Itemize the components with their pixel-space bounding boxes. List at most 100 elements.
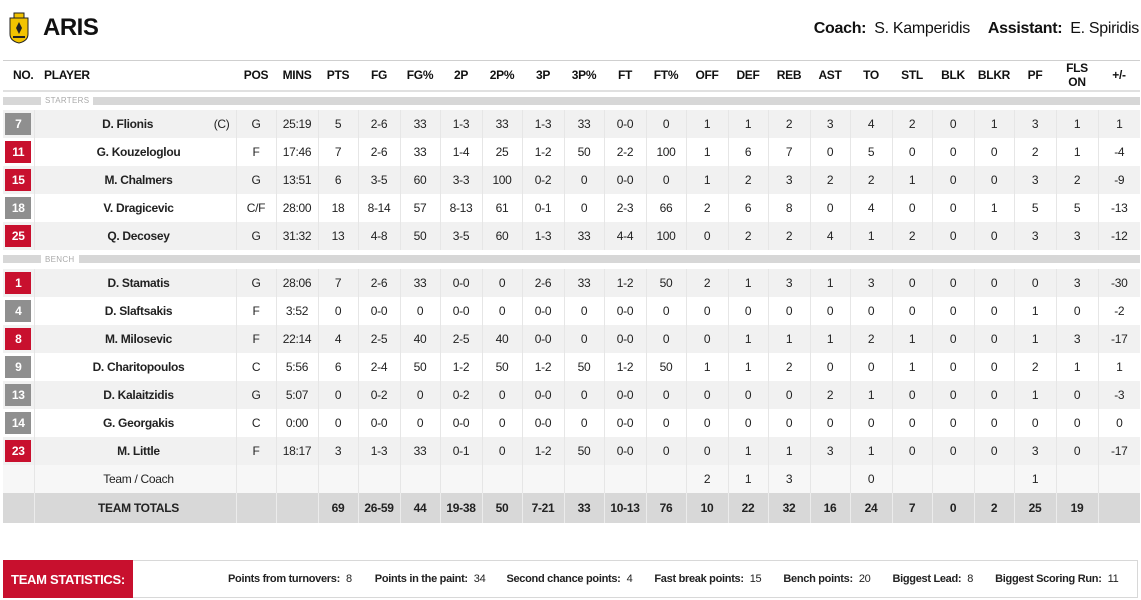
column-header[interactable]: FG% — [400, 60, 440, 92]
player-name[interactable]: Q. Decosey — [107, 228, 170, 243]
stat-cell — [400, 464, 441, 493]
column-header[interactable]: DEF — [728, 60, 768, 92]
total-cell: 19 — [1056, 492, 1099, 523]
player-name-cell[interactable]: D. Stamatis — [34, 268, 237, 297]
column-header[interactable]: AST — [810, 60, 850, 92]
stat-cell: 1-4 — [440, 137, 483, 166]
player-row[interactable]: 4 D. Slaftsakis F 3:52 0 0-0 0 0-0 0 0-0 0 0-0 0 0 0 0 0… — [3, 296, 1140, 325]
stat-cell: 0 — [482, 296, 523, 325]
player-name-cell[interactable]: G. Georgakis — [34, 408, 237, 437]
column-header[interactable]: TO — [850, 60, 892, 92]
coach-label: Coach: — [813, 20, 867, 37]
total-cell: 24 — [850, 492, 893, 523]
player-number: 15 — [5, 168, 32, 191]
player-row[interactable]: 25 Q. Decosey G 31:32 13 4-8 50 3-5 60 1-3 33 4-4 10… — [3, 221, 1140, 250]
player-name[interactable]: G. Georgakis — [102, 415, 175, 430]
player-name[interactable]: M. Milosevic — [104, 331, 173, 346]
column-header[interactable]: FLS ON — [1056, 60, 1098, 92]
player-name-cell[interactable]: M. Milosevic — [34, 324, 237, 353]
stat-cell: 1 — [728, 109, 769, 138]
stat-cell: 0 — [646, 324, 687, 353]
column-header[interactable]: OFF — [686, 60, 728, 92]
column-header[interactable]: PF — [1014, 60, 1056, 92]
stat-cell: 33 — [564, 221, 605, 250]
stat-cell: -12 — [1098, 221, 1140, 250]
player-name[interactable]: M. Little — [117, 443, 160, 458]
player-name-cell[interactable]: D. Flionis (C) — [34, 109, 237, 138]
stat-cell: 3 — [768, 464, 811, 493]
column-header[interactable]: FT% — [646, 60, 686, 92]
column-header[interactable]: REB — [768, 60, 810, 92]
stat-cell: 25:19 — [276, 109, 319, 138]
player-name-cell[interactable]: D. Slaftsakis — [34, 296, 237, 325]
player-name-cell[interactable]: M. Chalmers — [34, 165, 237, 194]
player-row[interactable]: 15 M. Chalmers G 13:51 6 3-5 60 3-3 100 0-2 0 0-0 0 1… — [3, 165, 1140, 194]
player-name-cell[interactable]: D. Kalaitzidis — [34, 380, 237, 409]
column-header[interactable]: POS — [236, 60, 276, 92]
column-header[interactable]: +/- — [1098, 60, 1140, 92]
player-name[interactable]: D. Slaftsakis — [104, 303, 173, 318]
player-row[interactable]: 23 M. Little F 18:17 3 1-3 33 0-1 0 1-2 50 0-0 0 0 1 1 3… — [3, 436, 1140, 465]
column-header[interactable]: PTS — [318, 60, 358, 92]
column-header[interactable]: 3P — [522, 60, 564, 92]
player-name[interactable]: D. Kalaitzidis — [103, 387, 174, 402]
player-name-cell[interactable]: Q. Decosey — [34, 221, 237, 250]
player-name[interactable]: D. Stamatis — [107, 275, 170, 290]
section-label-starters: STARTERS — [41, 96, 94, 105]
stat-cell: 0 — [686, 296, 729, 325]
column-header[interactable]: 2P — [440, 60, 482, 92]
stat-cell: 0 — [810, 408, 851, 437]
stat-cell: 3 — [768, 268, 811, 297]
column-header[interactable]: FG — [358, 60, 400, 92]
stat-cell: 6 — [728, 137, 769, 166]
player-row[interactable]: 9 D. Charitopoulos C 5:56 6 2-4 50 1-2 50 1-2 50 1-… — [3, 352, 1140, 381]
player-name-cell[interactable]: G. Kouzeloglou — [34, 137, 237, 166]
player-name-cell[interactable]: V. Dragicevic — [34, 193, 237, 222]
stat-cell: 1 — [1098, 109, 1140, 138]
player-name-cell[interactable]: M. Little — [34, 436, 237, 465]
player-name[interactable]: D. Flionis — [102, 116, 154, 131]
column-header[interactable]: STL — [892, 60, 932, 92]
player-name[interactable]: G. Kouzeloglou — [96, 144, 181, 159]
stat-cell: 0 — [974, 221, 1015, 250]
stat-cell: 2 — [686, 268, 729, 297]
player-name-cell[interactable]: D. Charitopoulos — [34, 352, 237, 381]
team-stat-item: Points in the paint: 34 — [375, 573, 486, 585]
total-cell: 22 — [728, 492, 769, 523]
stat-cell: 50 — [482, 352, 523, 381]
stat-cell: 1 — [810, 324, 851, 353]
column-header[interactable]: BLKR — [974, 60, 1014, 92]
column-header[interactable]: 3P% — [564, 60, 604, 92]
column-header[interactable]: NO. — [3, 60, 34, 92]
column-header[interactable]: 2P% — [482, 60, 522, 92]
player-row[interactable]: 13 D. Kalaitzidis G 5:07 0 0-2 0 0-2 0 0-0 0 0-0 0 0 0… — [3, 380, 1140, 409]
player-name[interactable]: M. Chalmers — [104, 172, 173, 187]
player-name[interactable]: V. Dragicevic — [103, 200, 174, 215]
stat-cell: 7 — [318, 137, 359, 166]
player-row[interactable]: 14 G. Georgakis C 0:00 0 0-0 0 0-0 0 0-0 0 0-0 0 0 0 0 0… — [3, 408, 1140, 437]
stat-cell: 13 — [318, 221, 359, 250]
stat-cell: 0 — [892, 380, 933, 409]
stat-cell: 0 — [974, 165, 1015, 194]
stat-cell: 17:46 — [276, 137, 319, 166]
stat-cell: 2-6 — [358, 109, 401, 138]
stat-cell: 0-0 — [604, 408, 647, 437]
column-header[interactable]: PLAYER — [34, 60, 236, 92]
stat-cell: 0 — [646, 408, 687, 437]
stat-cell: 0 — [850, 352, 893, 381]
player-row[interactable]: 1 D. Stamatis G 28:06 7 2-6 33 0-0 0 2-6 33 1-2 50 2 1… — [3, 268, 1140, 297]
total-cell: 19-38 — [440, 492, 483, 523]
column-header[interactable]: FT — [604, 60, 646, 92]
stat-cell — [482, 464, 523, 493]
player-row[interactable]: 8 M. Milosevic F 22:14 4 2-5 40 2-5 40 0-0 0 0-0 0 0 1… — [3, 324, 1140, 353]
player-name[interactable]: D. Charitopoulos — [92, 359, 185, 374]
column-header[interactable]: BLK — [932, 60, 974, 92]
stat-cell: 1 — [1056, 109, 1099, 138]
coach-name: S. Kamperidis — [874, 20, 970, 37]
player-row[interactable]: 18 V. Dragicevic C/F 28:00 18 8-14 57 8-13 61 0-1… — [3, 193, 1140, 222]
stat-cell: 1 — [728, 464, 769, 493]
player-row[interactable]: 11 G. Kouzeloglou F 17:46 7 2-6 33 1-4 25 1-2 50 2-… — [3, 137, 1140, 166]
stat-cell: 50 — [400, 352, 441, 381]
player-row[interactable]: 7 D. Flionis (C) G 25:19 5 2-6 33 1-3 33 1-3 33 0-0 0… — [3, 109, 1140, 138]
column-header[interactable]: MINS — [276, 60, 318, 92]
